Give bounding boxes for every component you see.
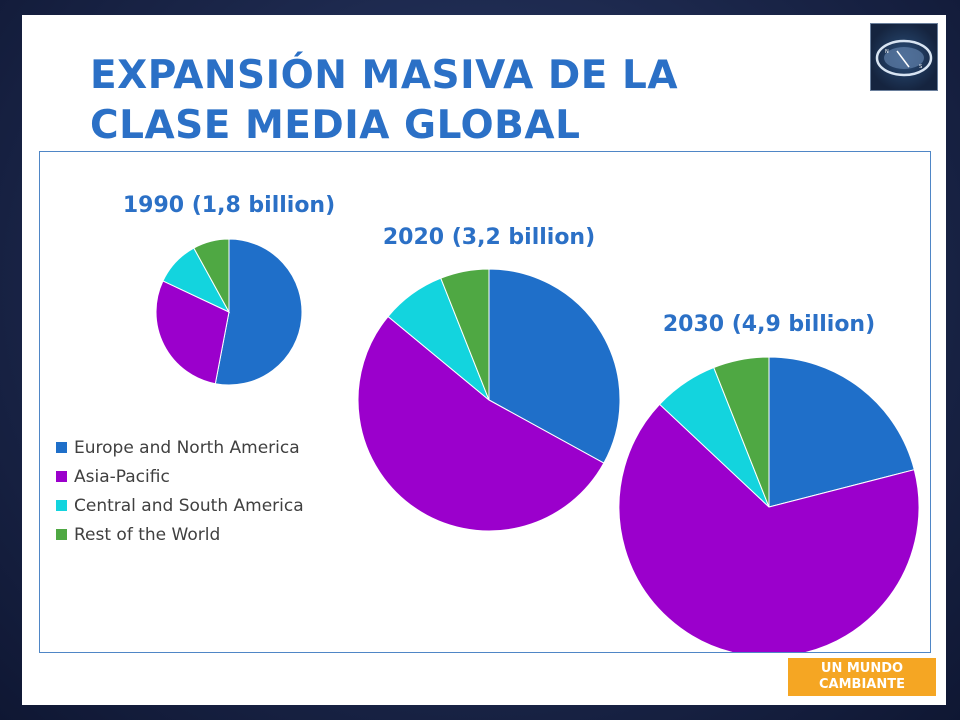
pie-3-title: 2030 (4,9 billion) [663,312,875,337]
pie-3-slice-rest-of-the-world [713,356,770,508]
pie-2-slice-europe-and-north-america [488,268,621,464]
pie-charts: 1990 (1,8 billion) 2020 (3,2 billion) 2030… [56,193,920,658]
slide: EXPANSIÓN MASIVA DE LA CLASE MEDIA GLOBA… [22,15,946,705]
pie-1-slice-asia-pacific [155,280,230,385]
svg-text:N: N [885,49,889,55]
pie-2-title: 2020 (3,2 billion) [383,225,595,250]
title-line-1: EXPANSIÓN MASIVA DE LA [90,53,679,98]
legend-label-europe-and-north-america: Europe and North America [74,438,300,458]
badge-line-1: UN MUNDO [820,661,904,676]
pie-1-title: 1990 (1,8 billion) [123,193,335,218]
legend-label-central-and-south-america: Central and South America [74,496,304,516]
pie-3-slice-europe-and-north-america [768,356,915,508]
chart-frame: 1990 (1,8 billion) 2020 (3,2 billion) 2030… [39,151,931,658]
compass-logo-icon: N S [870,23,938,91]
legend-swatch-rest-of-the-world [56,529,67,540]
topic-badge: UN MUNDO CAMBIANTE [788,658,936,696]
pie-1-slice-europe-and-north-america [214,238,303,386]
legend-label-rest-of-the-world: Rest of the World [74,525,220,545]
pie-2-slice-rest-of-the-world [440,268,490,401]
pie-1-slice-rest-of-the-world [193,238,230,313]
legend-label-asia-pacific: Asia-Pacific [74,467,170,487]
badge-line-2: CAMBIANTE [819,677,905,692]
legend-swatch-asia-pacific [56,471,67,482]
pie-2-slice-asia-pacific [357,315,605,532]
legend-swatch-central-and-south-america [56,500,67,511]
slide-title: EXPANSIÓN MASIVA DE LA CLASE MEDIA GLOBA… [90,51,810,151]
svg-text:S: S [919,64,922,70]
title-line-2: CLASE MEDIA GLOBAL [90,103,581,148]
legend-swatch-europe-and-north-america [56,442,67,453]
